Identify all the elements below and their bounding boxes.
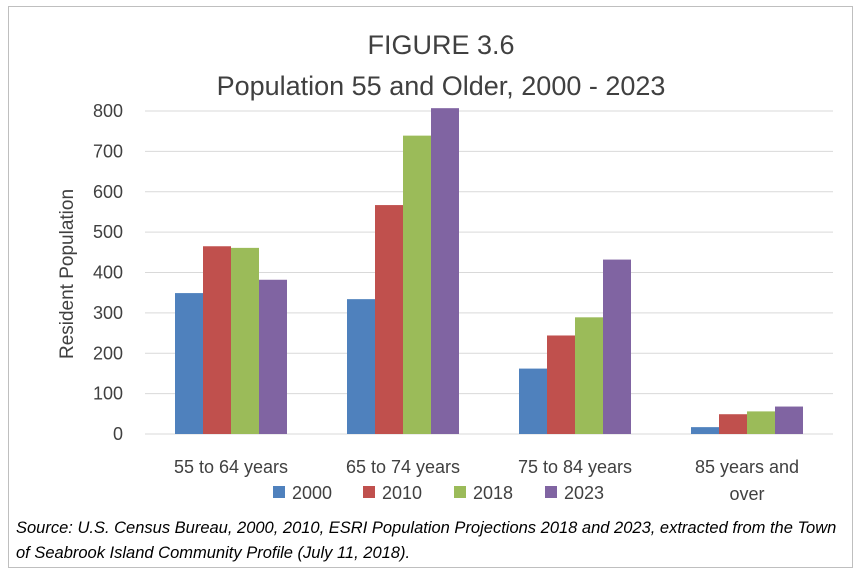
bar-2023 [431,108,459,434]
chart-title-line-2: Population 55 and Older, 2000 - 2023 [217,71,666,101]
x-tick-label: 85 years and [695,457,799,477]
bar-2018 [747,411,775,434]
y-tick-label: 500 [93,222,123,242]
bar-2000 [347,299,375,434]
bar-2000 [519,368,547,434]
y-tick-label: 300 [93,303,123,323]
x-tick-label: 55 to 64 years [174,457,288,477]
x-tick-label: 75 to 84 years [518,457,632,477]
bar-2010 [547,335,575,434]
y-tick-label: 400 [93,263,123,283]
legend-label-2018: 2018 [473,483,513,503]
bar-2010 [719,414,747,434]
legend-swatch-2018 [454,486,466,498]
bar-2000 [175,293,203,434]
y-tick-label: 600 [93,182,123,202]
bar-2023 [775,406,803,434]
legend-label-2023: 2023 [564,483,604,503]
bar-2018 [231,247,259,434]
y-tick-label: 700 [93,141,123,161]
bars [175,108,803,434]
y-tick-label: 0 [113,424,123,444]
x-tick-label: over [729,484,764,504]
y-tick-label: 200 [93,343,123,363]
legend-swatch-2023 [545,486,557,498]
y-tick-label: 100 [93,384,123,404]
y-axis-title: Resident Population [57,189,78,359]
legend: 2000 2010 2018 2023 [273,483,604,503]
bar-2023 [259,279,287,434]
legend-swatch-2000 [273,486,285,498]
y-axis-ticks: 0 100 200 300 400 500 600 700 800 [93,101,123,444]
chart-title-line-1: FIGURE 3.6 [367,30,514,60]
bar-2000 [691,427,719,434]
source-note: Source: U.S. Census Bureau, 2000, 2010, … [16,519,837,562]
bar-2023 [603,259,631,434]
bar-2018 [403,135,431,434]
legend-label-2010: 2010 [382,483,422,503]
x-tick-label: 65 to 74 years [346,457,460,477]
legend-label-2000: 2000 [292,483,332,503]
bar-2018 [575,317,603,434]
bar-2010 [375,205,403,434]
bar-2010 [203,246,231,434]
x-axis-ticks: 55 to 64 years 65 to 74 years 75 to 84 yea… [174,457,799,504]
y-tick-label: 800 [93,101,123,121]
legend-swatch-2010 [363,486,375,498]
